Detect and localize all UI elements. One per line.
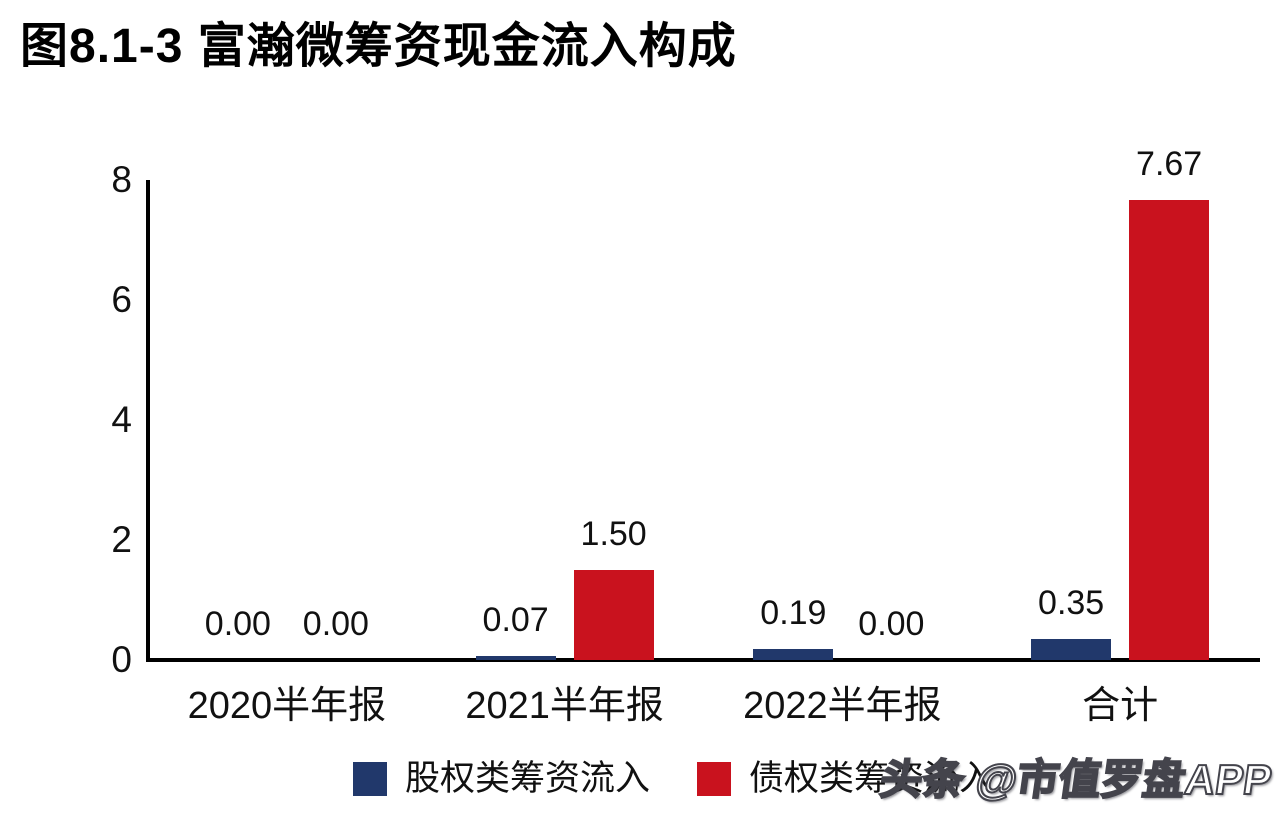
- bar-debt: [1129, 200, 1210, 660]
- value-label: 0.07: [482, 601, 549, 639]
- value-label: 1.50: [580, 515, 647, 553]
- x-category-label: 合计: [1082, 685, 1159, 727]
- x-axis-line: [146, 658, 1260, 662]
- equity-series-swatch-icon: [353, 762, 387, 796]
- bar-equity: [475, 656, 556, 660]
- y-tick-label: 6: [111, 279, 132, 320]
- x-category-label: 2020半年报: [187, 685, 387, 727]
- y-tick-label: 0: [111, 639, 132, 680]
- y-tick-label: 4: [111, 399, 132, 440]
- y-tick-label: 2: [111, 519, 132, 560]
- value-label: 7.67: [1136, 145, 1203, 183]
- legend-item-equity: 股权类筹资流入: [353, 760, 650, 798]
- chart-title: 图8.1-3 富瀚微筹资现金流入构成: [20, 20, 737, 73]
- value-label: 0.35: [1038, 584, 1105, 622]
- legend-label-equity: 股权类筹资流入: [405, 759, 651, 798]
- y-axis-line: [146, 180, 150, 662]
- value-label: 0.00: [858, 605, 925, 643]
- x-category-label: 2022半年报: [743, 685, 942, 727]
- bar-equity: [1031, 639, 1112, 660]
- legend-label-debt: 债权类筹资流入: [749, 759, 995, 798]
- bar-equity: [753, 649, 834, 660]
- x-category-label: 2021半年报: [465, 685, 664, 727]
- value-label: 0.00: [302, 605, 369, 643]
- bar-debt: [573, 570, 654, 660]
- y-tick-label: 8: [111, 159, 132, 200]
- debt-series-swatch-icon: [697, 762, 731, 796]
- legend-item-debt: 债权类筹资流入: [697, 760, 994, 798]
- value-label: 0.19: [760, 594, 827, 632]
- value-label: 0.00: [204, 605, 271, 643]
